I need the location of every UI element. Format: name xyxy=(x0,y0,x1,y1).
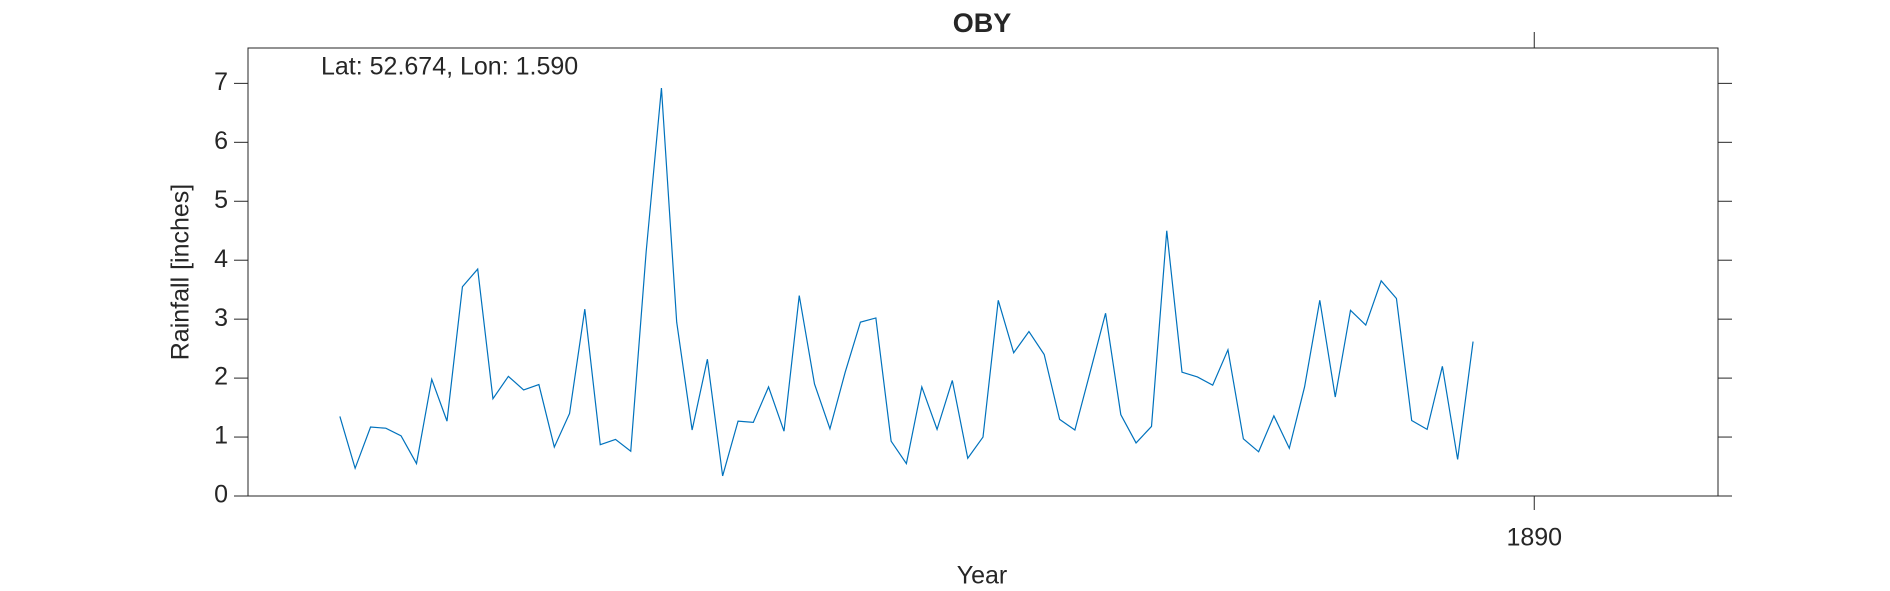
y-tick-label: 1 xyxy=(214,422,228,450)
y-tick-label: 0 xyxy=(214,481,228,509)
chart-title: OBY xyxy=(953,8,1012,38)
y-axis-label: Rainfall [inches] xyxy=(167,184,195,360)
y-tick-label: 7 xyxy=(214,68,228,96)
data-line xyxy=(339,88,1474,477)
x-tick-label: 1890 xyxy=(1506,524,1562,552)
y-tick-label: 6 xyxy=(214,127,228,155)
y-tick-label: 3 xyxy=(214,304,228,332)
annotation: Lat: 52.674, Lon: 1.590 xyxy=(321,53,578,81)
y-tick-label: 5 xyxy=(214,186,228,214)
x-axis-label: Year xyxy=(957,562,1008,590)
plot-box xyxy=(247,47,1719,497)
y-tick-label: 4 xyxy=(214,245,228,273)
y-tick-label: 2 xyxy=(214,363,228,391)
